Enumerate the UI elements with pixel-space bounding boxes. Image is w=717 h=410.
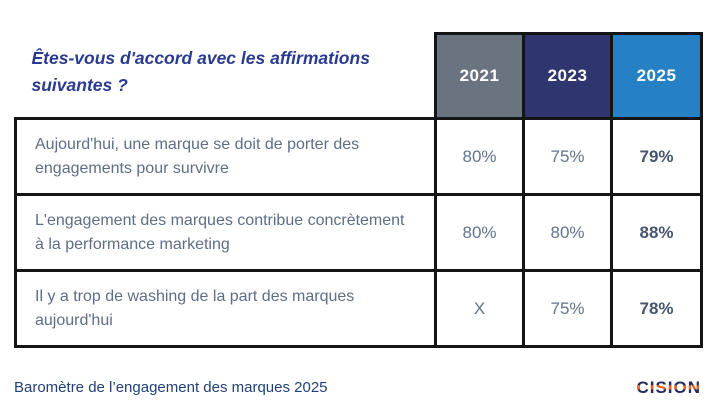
table-row: L'engagement des marques contribue concr… xyxy=(14,193,703,272)
source-caption: Baromètre de l’engagement des marques 20… xyxy=(14,378,328,396)
value-2025: 78% xyxy=(610,269,703,348)
table-row: Il y a trop de washing de la part des ma… xyxy=(14,269,703,348)
statement-cell: Il y a trop de washing de la part des ma… xyxy=(14,269,437,348)
question-title-cell: Êtes-vous d'accord avec les affirmations… xyxy=(15,33,436,119)
cision-logo: CISION CISION xyxy=(636,379,701,396)
value-2025: 88% xyxy=(610,193,703,272)
value-2025: 79% xyxy=(610,117,703,196)
header-row: Êtes-vous d'accord avec les affirmations… xyxy=(15,32,703,120)
column-header-2023: 2023 xyxy=(522,32,613,120)
survey-table: Êtes-vous d'accord avec les affirmations… xyxy=(14,32,703,348)
cision-logo-text: CISION xyxy=(636,377,701,397)
column-header-2025: 2025 xyxy=(610,32,703,120)
value-2023: 80% xyxy=(522,193,613,272)
statement-cell: L'engagement des marques contribue concr… xyxy=(14,193,437,272)
value-2021: X xyxy=(434,269,525,348)
value-2021: 80% xyxy=(434,117,525,196)
value-2023: 75% xyxy=(522,269,613,348)
column-header-2021: 2021 xyxy=(434,32,525,120)
footer: Baromètre de l’engagement des marques 20… xyxy=(14,376,701,398)
statement-cell: Aujourd'hui, une marque se doit de porte… xyxy=(14,117,437,196)
page-title: Êtes-vous d'accord avec les affirmations… xyxy=(31,48,370,96)
table-row: Aujourd'hui, une marque se doit de porte… xyxy=(14,117,703,196)
value-2021: 80% xyxy=(434,193,525,272)
value-2023: 75% xyxy=(522,117,613,196)
